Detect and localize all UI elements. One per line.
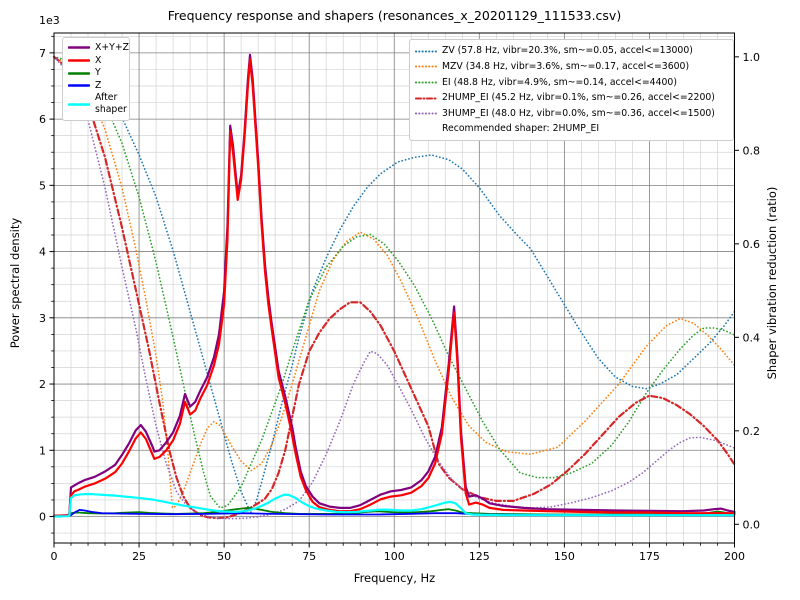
tick-labels: 0 25 50 75 100 125 150 175 200 0 1 2 3 4 5 6 7 0.0 0.2 0.4 0…: [39, 47, 760, 563]
recommended-shaper-note: Recommended shaper: 2HUMP_EI: [442, 122, 600, 134]
tick-label: 2: [39, 378, 46, 391]
tick-label: 0.0: [743, 518, 761, 531]
curve-ei: [53, 55, 736, 509]
series: [52, 53, 736, 520]
legend-item-3hump-ei: 3HUMP_EI (48.0 Hz, vibr=0.0%, sm~=0.36, …: [415, 106, 728, 121]
tick-label: 1.0: [743, 51, 761, 64]
tick-label: 125: [469, 550, 490, 563]
legend-item-2hump-ei: 2HUMP_EI (45.2 Hz, vibr=0.1%, sm~=0.26, …: [415, 91, 728, 106]
chart-title: Frequency response and shapers (resonanc…: [167, 8, 622, 23]
tick-label: 0: [51, 550, 58, 563]
tick-label: 3: [39, 312, 46, 325]
tick-label: 0.8: [743, 144, 761, 157]
legend-label-xyz: X+Y+Z: [95, 42, 129, 53]
y-axis-offset-text: 1e3: [39, 14, 60, 27]
legend-label-2hump-ei: 2HUMP_EI (45.2 Hz, vibr=0.1%, sm~=0.26, …: [442, 92, 715, 104]
mzv-line-sample: [415, 65, 437, 68]
legend-label-x: X: [95, 54, 102, 66]
legend-item-xyz: X+Y+Z: [68, 42, 129, 54]
curve-x: [52, 58, 736, 517]
tick-label: 200: [724, 550, 745, 563]
axis-ticks: [49, 35, 739, 548]
tick-label: 4: [39, 246, 46, 259]
tick-label: 25: [132, 550, 146, 563]
curve-after_shaper: [52, 492, 736, 518]
y-axis-label-left: Power spectral density: [8, 217, 22, 349]
curve-mzv: [53, 55, 736, 509]
ei-line-sample: [415, 81, 437, 84]
legend-item-mzv: MZV (34.8 Hz, vibr=3.6%, sm~=0.17, accel…: [415, 60, 728, 75]
legend-item-ei: EI (48.8 Hz, vibr=4.9%, sm~=0.14, accel<…: [415, 75, 728, 90]
tick-label: 150: [554, 550, 575, 563]
legend-psd: X+Y+Z X Y Z After shaper: [62, 37, 130, 121]
y-axis-label-right: Shaper vibration reduction (ratio): [765, 186, 779, 380]
after-shaper-line-sample: [68, 102, 90, 106]
x-line-sample: [68, 59, 90, 62]
tick-label: 175: [639, 550, 660, 563]
legend-item-z: Z: [68, 80, 124, 92]
2hump-ei-line-sample: [415, 97, 437, 100]
curve-hump2: [52, 55, 736, 520]
tick-label: 7: [39, 47, 46, 60]
tick-label: 5: [39, 179, 46, 192]
xyz-line-sample: [68, 46, 90, 49]
legend-item-after-shaper: After shaper: [68, 92, 127, 116]
zv-line-sample: [415, 50, 437, 53]
legend-label-y: Y: [95, 67, 101, 79]
curve-hump3: [53, 55, 736, 520]
tick-label: 100: [384, 550, 405, 563]
legend-label-z: Z: [95, 79, 102, 91]
tick-label: 0.4: [743, 331, 761, 344]
legend-label-mzv: MZV (34.8 Hz, vibr=3.6%, sm~=0.17, accel…: [442, 61, 690, 73]
x-axis-label: Frequency, Hz: [353, 571, 436, 585]
legend-item-x: X: [68, 55, 124, 67]
legend-label-ei: EI (48.8 Hz, vibr=4.9%, sm~=0.14, accel<…: [442, 76, 677, 88]
tick-label: 1: [39, 444, 46, 457]
y-line-sample: [68, 71, 90, 75]
curve-zv: [53, 55, 736, 514]
legend-label-3hump-ei: 3HUMP_EI (48.0 Hz, vibr=0.0%, sm~=0.36, …: [442, 107, 715, 119]
tick-label: 75: [302, 550, 316, 563]
legend-label-zv: ZV (57.8 Hz, vibr=20.3%, sm~=0.05, accel…: [442, 45, 693, 57]
legend-shapers: ZV (57.8 Hz, vibr=20.3%, sm~=0.05, accel…: [409, 39, 734, 141]
tick-label: 50: [217, 550, 231, 563]
tick-label: 0.2: [743, 425, 761, 438]
tick-label: 0.6: [743, 238, 761, 251]
tick-label: 0: [39, 511, 46, 524]
legend-item-zv: ZV (57.8 Hz, vibr=20.3%, sm~=0.05, accel…: [415, 44, 728, 59]
tick-label: 6: [39, 113, 46, 126]
z-line-sample: [68, 84, 90, 87]
legend-item-y: Y: [68, 67, 124, 79]
legend-label-after-shaper: After shaper: [95, 92, 127, 116]
3hump-ei-line-sample: [415, 112, 437, 115]
